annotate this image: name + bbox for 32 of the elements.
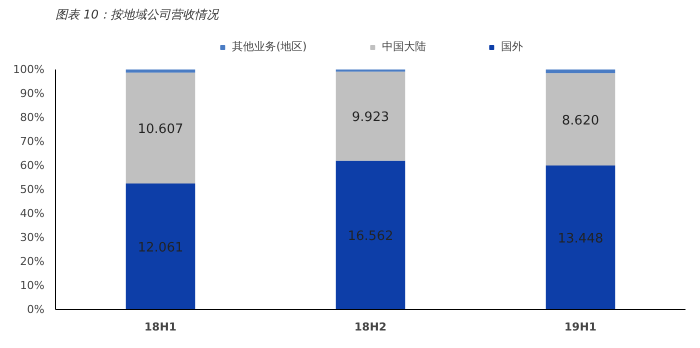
x-tick-label: 19H1 (564, 320, 597, 334)
bar (126, 184, 196, 310)
bar (126, 70, 196, 73)
bar (546, 166, 616, 310)
annotation: 16.562 (348, 229, 394, 244)
y-tick-label: 40% (20, 207, 45, 220)
bar (546, 73, 616, 166)
chart-title: 图表 10：按地域公司营收情况 (56, 8, 220, 22)
legend-label: 国外 (500, 39, 523, 54)
bar (546, 70, 616, 74)
annotation: 12.061 (138, 240, 184, 256)
y-tick-label: 0% (27, 303, 44, 316)
annotation: 9.923 (352, 110, 390, 126)
legend-label: 其他业务(地区) (232, 39, 307, 54)
y-tick-label: 30% (20, 231, 45, 244)
bar (126, 72, 196, 184)
y-tick-label: 20% (20, 255, 45, 268)
y-tick-label: 80% (20, 111, 45, 124)
annotation: 13.448 (558, 232, 604, 246)
y-tick-label: 100% (13, 63, 45, 76)
bar (336, 72, 406, 161)
y-tick-label: 70% (20, 135, 45, 148)
y-tick-label: 60% (20, 159, 45, 172)
legend-label: 中国大陆 (382, 39, 426, 54)
x-tick-label: 18H1 (144, 320, 177, 334)
y-tick-label: 10% (20, 279, 45, 292)
y-tick-label: 90% (20, 87, 45, 100)
x-tick-label: 18H2 (354, 320, 387, 334)
annotation: 10.607 (138, 122, 184, 138)
y-tick-label: 50% (20, 183, 45, 196)
bar (336, 160, 406, 310)
annotation: 8.620 (562, 113, 600, 128)
